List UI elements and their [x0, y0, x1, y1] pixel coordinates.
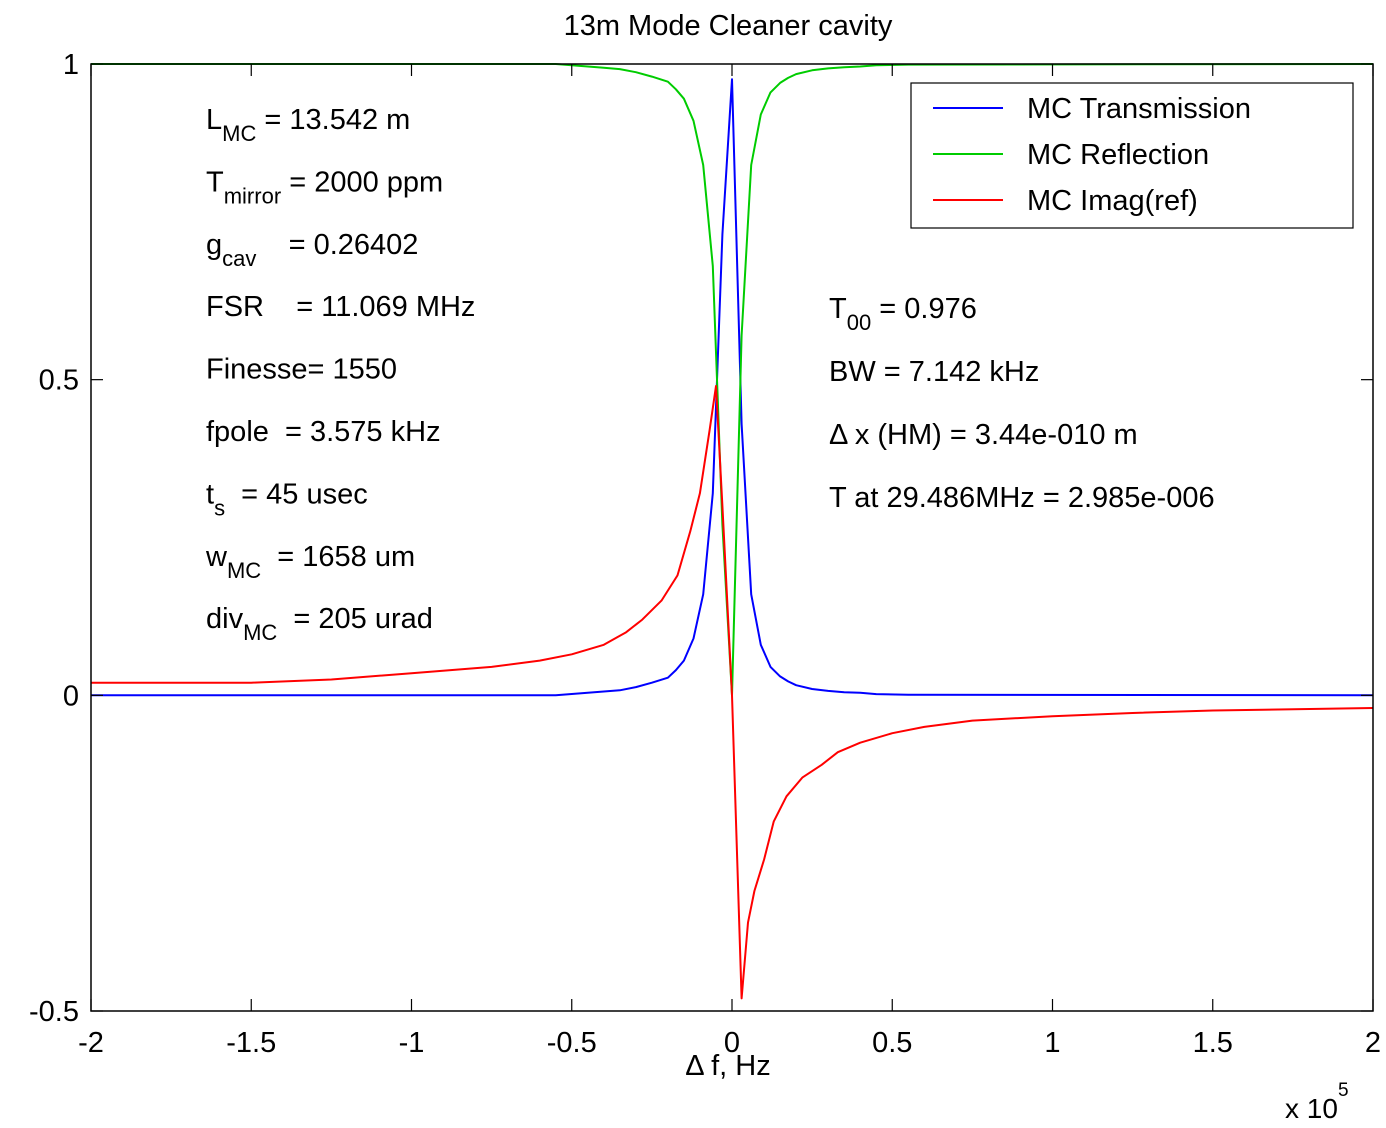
x-tick-label: -2 — [78, 1027, 104, 1059]
x-axis-multiplier-exponent: 5 — [1338, 1080, 1349, 1101]
right-annotation-0: T00 = 0.976 — [829, 293, 977, 335]
x-tick-label: 1 — [1044, 1027, 1060, 1059]
left-annotation-1: Tmirror = 2000 ppm — [206, 166, 443, 208]
x-tick-label: -0.5 — [547, 1027, 597, 1059]
right-annotation-2: Δ x (HM) = 3.44e-010 m — [829, 419, 1138, 451]
x-tick-label: 1.5 — [1193, 1027, 1233, 1059]
y-tick-label: 1 — [63, 49, 79, 81]
series-line-mc-imag-ref — [91, 385, 1374, 1000]
series-layer — [91, 63, 1374, 1000]
x-tick-label: -1.5 — [226, 1027, 276, 1059]
y-tick-label: -0.5 — [29, 996, 79, 1028]
chart-title: 13m Mode Cleaner cavity — [564, 10, 893, 42]
left-annotation-4: Finesse= 1550 — [206, 354, 397, 386]
right-annotation-3: T at 29.486MHz = 2.985e-006 — [829, 482, 1215, 514]
legend-label: MC Imag(ref) — [1027, 185, 1198, 217]
x-tick-label: -1 — [399, 1027, 425, 1059]
y-tick-label: 0.5 — [39, 365, 79, 397]
x-axis-label: Δ f, Hz — [685, 1050, 770, 1082]
left-annotation-7: wMC = 1658 um — [205, 541, 415, 583]
right-annotation-1: BW = 7.142 kHz — [829, 356, 1039, 388]
left-annotation-3: FSR = 11.069 MHz — [206, 291, 475, 323]
left-annotation-0: LMC = 13.542 m — [206, 104, 410, 146]
x-axis-multiplier-base: x 10 — [1285, 1093, 1338, 1124]
x-axis-multiplier: x 105 — [1285, 1080, 1349, 1124]
legend-label: MC Reflection — [1027, 139, 1209, 171]
left-annotation-6: ts = 45 usec — [206, 478, 368, 520]
y-tick-label: 0 — [63, 680, 79, 712]
left-annotation-8: divMC = 205 urad — [206, 603, 433, 645]
left-annotation-5: fpole = 3.575 kHz — [206, 416, 441, 448]
x-tick-label: 0 — [724, 1027, 740, 1059]
left-annotation-2: gcav = 0.26402 — [206, 229, 418, 271]
annotations-layer: LMC = 13.542 m Tmirror = 2000 ppm gcav = 0… — [205, 104, 1215, 645]
x-tick-label: 0.5 — [872, 1027, 912, 1059]
x-tick-label: 2 — [1365, 1027, 1381, 1059]
legend: MC Transmission MC Reflection MC Imag(ref) — [910, 82, 1354, 229]
series-line-mc-transmission — [91, 78, 1374, 697]
ticks-layer: -2 -1.5 -1 -0.5 0 0.5 1 1.5 2 -0.5 0 0.5 1 — [29, 49, 1381, 1059]
legend-label: MC Transmission — [1027, 93, 1251, 125]
